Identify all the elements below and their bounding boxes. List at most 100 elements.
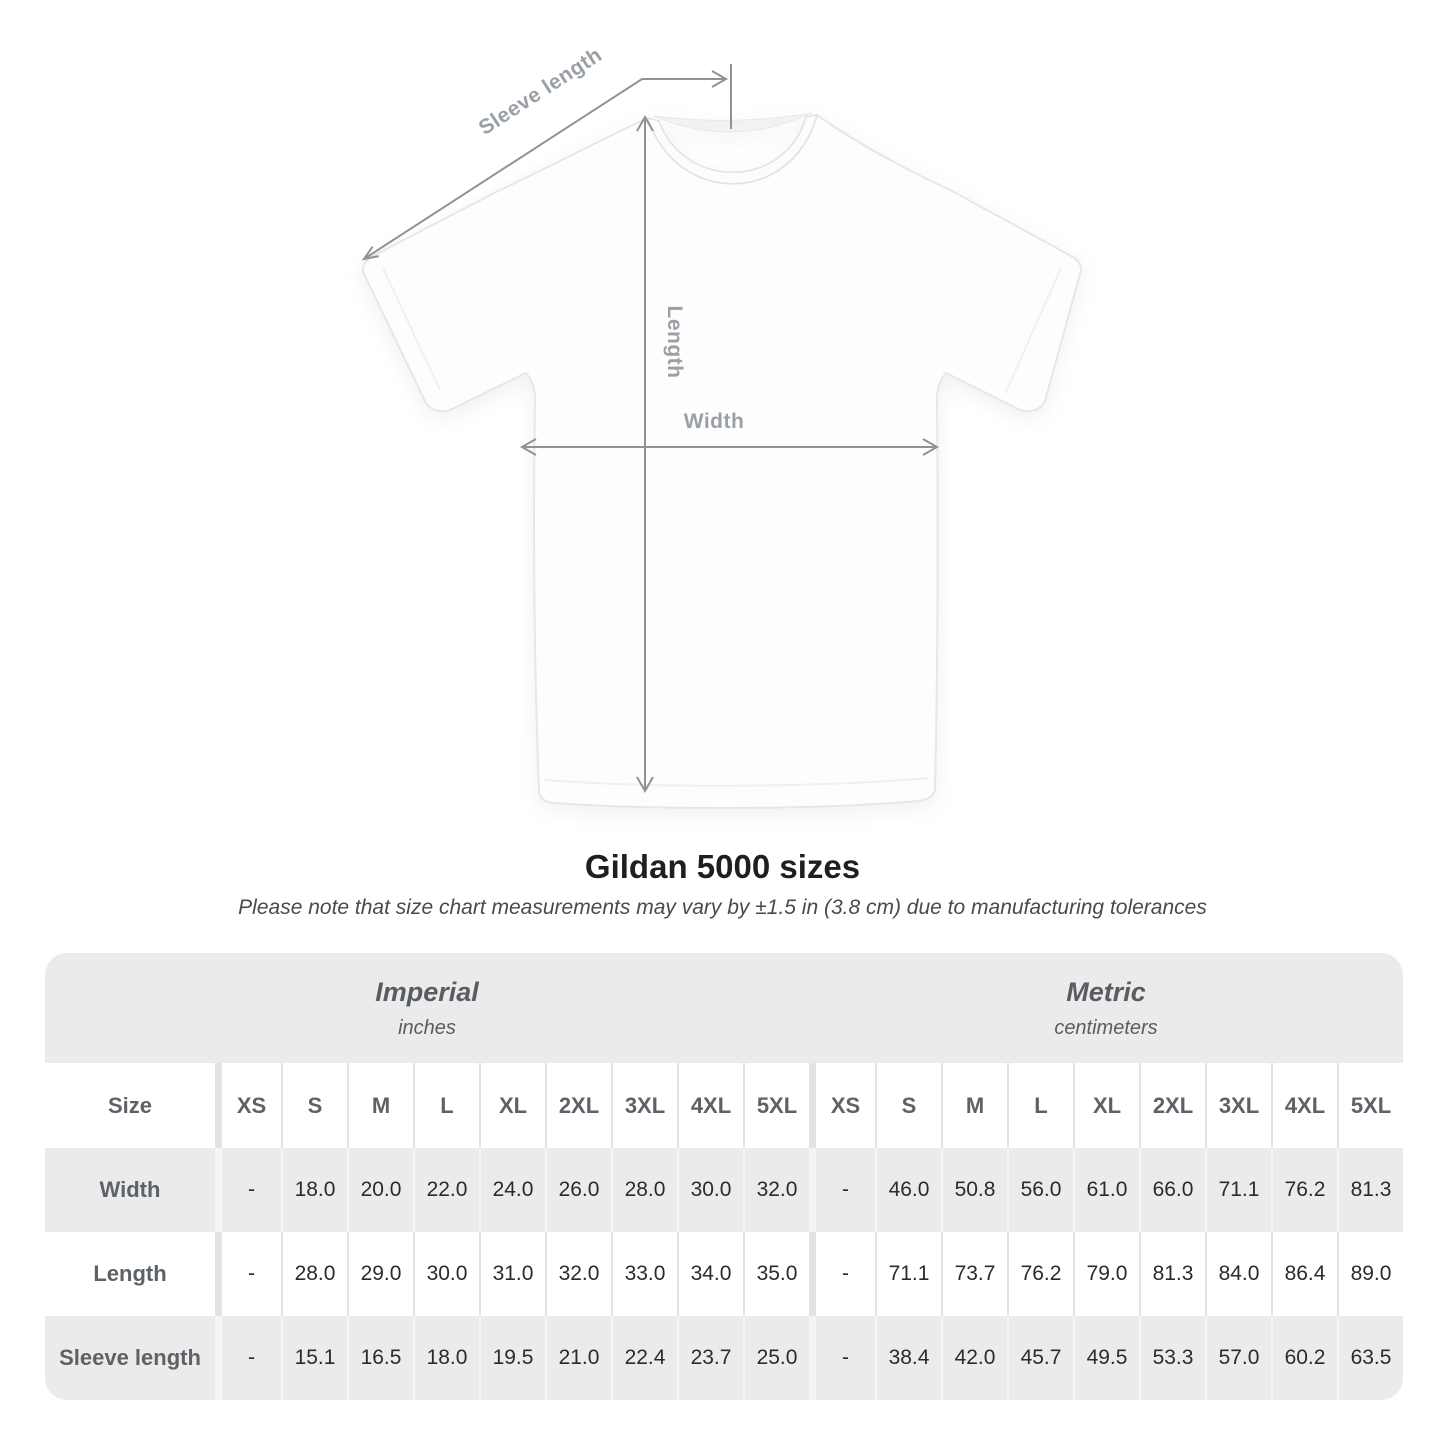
row-label-sleeve-length: Sleeve length <box>45 1316 215 1400</box>
column-header-imperial-2xl: 2XL <box>545 1063 611 1148</box>
cell-sleeve-length-imperial-s: 15.1 <box>281 1316 347 1400</box>
column-header-imperial-xl: XL <box>479 1063 545 1148</box>
column-header-metric-3xl: 3XL <box>1205 1063 1271 1148</box>
right-sleeve-hem-seam <box>1005 267 1062 393</box>
cell-length-imperial-2xl: 32.0 <box>545 1232 611 1316</box>
tshirt-diagram-svg: Sleeve length Length Width <box>361 43 1083 810</box>
cell-width-imperial-xs: - <box>215 1148 281 1232</box>
column-header-metric-xs: XS <box>809 1063 875 1148</box>
width-arrow <box>519 438 940 456</box>
column-header-metric-2xl: 2XL <box>1139 1063 1205 1148</box>
column-header-imperial-l: L <box>413 1063 479 1148</box>
cell-length-imperial-4xl: 34.0 <box>677 1232 743 1316</box>
cell-width-metric-m: 50.8 <box>941 1148 1007 1232</box>
cell-sleeve-length-metric-2xl: 53.3 <box>1139 1316 1205 1400</box>
cell-width-imperial-m: 20.0 <box>347 1148 413 1232</box>
cell-sleeve-length-imperial-5xl: 25.0 <box>743 1316 809 1400</box>
cell-length-metric-2xl: 81.3 <box>1139 1232 1205 1316</box>
cell-length-metric-l: 76.2 <box>1007 1232 1073 1316</box>
cell-width-metric-xl: 61.0 <box>1073 1148 1139 1232</box>
size-grid: Size XS S M L XL 2XL 3XL 4XL 5XL XS S M L XL 2XL 3XL 4XL 5… <box>45 1063 1403 1400</box>
imperial-group-title: Imperial <box>375 976 479 1007</box>
cell-length-imperial-l: 30.0 <box>413 1232 479 1316</box>
tshirt-collar <box>646 114 819 185</box>
cell-width-imperial-2xl: 26.0 <box>545 1148 611 1232</box>
tshirt-measurement-diagram: Sleeve length Length Width <box>361 43 1083 810</box>
length-label: Length <box>663 306 686 379</box>
cell-sleeve-length-imperial-4xl: 23.7 <box>677 1316 743 1400</box>
length-arrow <box>636 114 654 794</box>
cell-sleeve-length-metric-4xl: 60.2 <box>1271 1316 1337 1400</box>
cell-sleeve-length-imperial-xs: - <box>215 1316 281 1400</box>
row-label-length: Length <box>45 1232 215 1316</box>
tshirt-body <box>361 113 1083 810</box>
cell-length-metric-5xl: 89.0 <box>1337 1232 1403 1316</box>
cell-width-metric-4xl: 76.2 <box>1271 1148 1337 1232</box>
left-sleeve-hem-seam <box>382 267 441 391</box>
column-header-imperial-3xl: 3XL <box>611 1063 677 1148</box>
cell-sleeve-length-metric-l: 45.7 <box>1007 1316 1073 1400</box>
cell-width-imperial-5xl: 32.0 <box>743 1148 809 1232</box>
cell-sleeve-length-metric-s: 38.4 <box>875 1316 941 1400</box>
cell-width-imperial-4xl: 30.0 <box>677 1148 743 1232</box>
bottom-hem-seam <box>544 777 929 787</box>
cell-length-metric-4xl: 86.4 <box>1271 1232 1337 1316</box>
cell-length-imperial-xs: - <box>215 1232 281 1316</box>
cell-width-imperial-3xl: 28.0 <box>611 1148 677 1232</box>
column-header-imperial-m: M <box>347 1063 413 1148</box>
imperial-group-unit: inches <box>398 1016 456 1039</box>
column-header-metric-5xl: 5XL <box>1337 1063 1403 1148</box>
cell-length-imperial-s: 28.0 <box>281 1232 347 1316</box>
cell-width-imperial-s: 18.0 <box>281 1148 347 1232</box>
cell-length-metric-m: 73.7 <box>941 1232 1007 1316</box>
metric-group-title: Metric <box>1066 976 1146 1007</box>
cell-sleeve-length-imperial-m: 16.5 <box>347 1316 413 1400</box>
page-title: Gildan 5000 sizes <box>584 848 861 885</box>
cell-sleeve-length-imperial-2xl: 21.0 <box>545 1316 611 1400</box>
cell-sleeve-length-metric-m: 42.0 <box>941 1316 1007 1400</box>
cell-length-metric-xl: 79.0 <box>1073 1232 1139 1316</box>
cell-length-metric-xs: - <box>809 1232 875 1316</box>
cell-width-metric-2xl: 66.0 <box>1139 1148 1205 1232</box>
cell-length-metric-3xl: 84.0 <box>1205 1232 1271 1316</box>
cell-width-metric-xs: - <box>809 1148 875 1232</box>
metric-group-unit: centimeters <box>1054 1016 1158 1039</box>
column-header-metric-l: L <box>1007 1063 1073 1148</box>
cell-width-metric-s: 46.0 <box>875 1148 941 1232</box>
cell-length-imperial-5xl: 35.0 <box>743 1232 809 1316</box>
cell-sleeve-length-imperial-xl: 19.5 <box>479 1316 545 1400</box>
cell-sleeve-length-imperial-l: 18.0 <box>413 1316 479 1400</box>
imperial-group-header: Imperial inches <box>45 953 809 1063</box>
column-header-size: Size <box>45 1063 215 1148</box>
cell-width-imperial-xl: 24.0 <box>479 1148 545 1232</box>
cell-width-metric-3xl: 71.1 <box>1205 1148 1271 1232</box>
column-header-imperial-4xl: 4XL <box>677 1063 743 1148</box>
column-header-metric-m: M <box>941 1063 1007 1148</box>
column-header-metric-s: S <box>875 1063 941 1148</box>
tshirt-illustration <box>361 112 1083 810</box>
cell-sleeve-length-metric-xl: 49.5 <box>1073 1316 1139 1400</box>
row-label-width: Width <box>45 1148 215 1232</box>
tshirt-back-collar <box>652 112 813 133</box>
cell-length-imperial-m: 29.0 <box>347 1232 413 1316</box>
column-header-metric-xl: XL <box>1073 1063 1139 1148</box>
size-chart-table: Imperial inches Metric centimeters Size X… <box>45 953 1403 1400</box>
sleeve-length-label: Sleeve length <box>475 43 607 140</box>
cell-width-imperial-l: 22.0 <box>413 1148 479 1232</box>
cell-sleeve-length-metric-xs: - <box>809 1316 875 1400</box>
cell-width-metric-5xl: 81.3 <box>1337 1148 1403 1232</box>
column-header-imperial-xs: XS <box>215 1063 281 1148</box>
column-header-imperial-5xl: 5XL <box>743 1063 809 1148</box>
cell-width-metric-l: 56.0 <box>1007 1148 1073 1232</box>
sleeve-length-arrow <box>361 64 732 261</box>
cell-sleeve-length-metric-5xl: 63.5 <box>1337 1316 1403 1400</box>
cell-sleeve-length-metric-3xl: 57.0 <box>1205 1316 1271 1400</box>
column-header-metric-4xl: 4XL <box>1271 1063 1337 1148</box>
column-header-imperial-s: S <box>281 1063 347 1148</box>
cell-sleeve-length-imperial-3xl: 22.4 <box>611 1316 677 1400</box>
cell-length-metric-s: 71.1 <box>875 1232 941 1316</box>
unit-header-band: Imperial inches Metric centimeters <box>45 953 1403 1063</box>
cell-length-imperial-xl: 31.0 <box>479 1232 545 1316</box>
width-label: Width <box>684 410 745 433</box>
tolerance-note: Please note that size chart measurements… <box>238 896 1207 919</box>
